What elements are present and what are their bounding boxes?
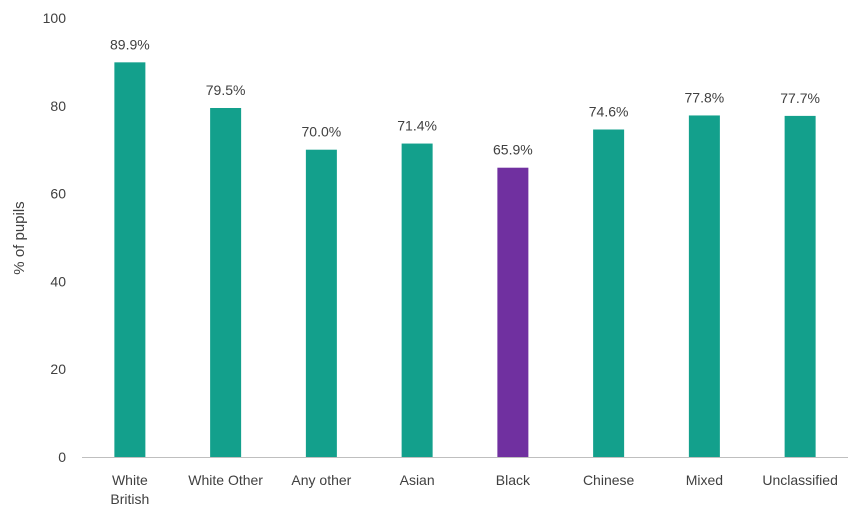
data-label: 65.9% bbox=[493, 142, 533, 158]
bar bbox=[114, 62, 146, 458]
y-axis-ticks: 0 20 40 60 80 100 bbox=[43, 10, 67, 465]
bar bbox=[784, 115, 816, 457]
data-label: 89.9% bbox=[110, 36, 150, 52]
y-tick-label: 100 bbox=[43, 10, 67, 26]
data-label: 71.4% bbox=[397, 118, 437, 134]
x-tick-label: White Other bbox=[188, 472, 263, 488]
x-tick-label: Asian bbox=[400, 472, 435, 488]
y-tick-label: 40 bbox=[50, 273, 66, 289]
x-tick-label: White British bbox=[110, 472, 149, 507]
y-tick-label: 20 bbox=[50, 361, 66, 377]
data-label: 74.6% bbox=[589, 104, 629, 120]
data-label: 77.8% bbox=[685, 89, 725, 105]
x-axis-labels: White British White Other Any other Asian Bla… bbox=[110, 472, 837, 507]
y-tick-label: 80 bbox=[50, 98, 66, 114]
bar bbox=[401, 143, 433, 457]
bar bbox=[593, 129, 625, 458]
data-label: 79.5% bbox=[206, 82, 246, 98]
x-tick-label: Black bbox=[496, 472, 531, 488]
x-tick-label: Chinese bbox=[583, 472, 635, 488]
bar bbox=[210, 107, 242, 458]
bar bbox=[305, 149, 337, 457]
bar bbox=[497, 167, 529, 457]
y-axis-title: % of pupils bbox=[11, 201, 28, 274]
data-label: 77.7% bbox=[780, 90, 820, 106]
x-tick-label: Unclassified bbox=[762, 472, 837, 488]
bar bbox=[688, 115, 720, 457]
data-labels: 89.9% 79.5% 70.0% 71.4% 65.9% 74.6% 77.8% 77.7% bbox=[110, 36, 820, 157]
data-label: 70.0% bbox=[302, 124, 342, 140]
x-tick-label: Any other bbox=[291, 472, 351, 488]
y-tick-label: 60 bbox=[50, 186, 66, 202]
y-tick-label: 0 bbox=[58, 449, 66, 465]
x-tick-label: Mixed bbox=[686, 472, 723, 488]
bars bbox=[114, 62, 816, 458]
